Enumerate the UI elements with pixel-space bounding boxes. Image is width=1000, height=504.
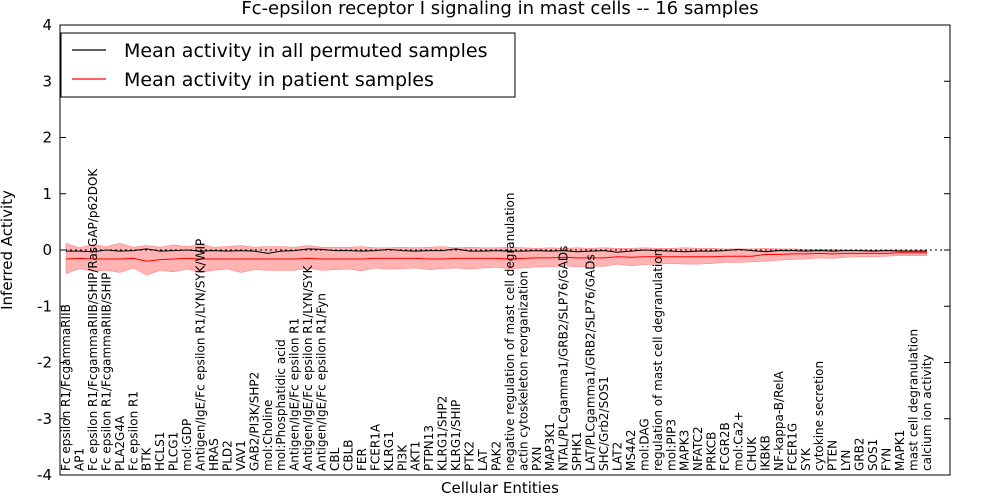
category-label: NFATC2 bbox=[691, 426, 705, 471]
category-label: cytokine secretion bbox=[812, 361, 826, 471]
category-label: IKBKB bbox=[758, 435, 772, 471]
category-label: PAK2 bbox=[489, 441, 503, 471]
category-label: calcium ion activity bbox=[920, 354, 934, 471]
category-label: mast cell degranulation bbox=[906, 329, 920, 471]
category-label: mol:Phosphatidic acid bbox=[274, 339, 288, 471]
category-label: PTPN13 bbox=[422, 425, 436, 471]
y-tick-label: -1 bbox=[37, 297, 52, 315]
category-label: Fc epsilon R1 bbox=[126, 391, 140, 471]
y-tick-label: -4 bbox=[37, 466, 52, 484]
category-label: mol:Choline bbox=[261, 400, 275, 471]
category-label: mol:PIP3 bbox=[664, 419, 678, 471]
chart-title: Fc-epsilon receptor I signaling in mast … bbox=[241, 0, 758, 19]
category-label: KLRG1/SHIP bbox=[449, 400, 463, 471]
category-label: CBL bbox=[328, 447, 342, 471]
category-label: CBLB bbox=[341, 439, 355, 471]
category-labels: Fc epsilon R1/FcgammaRIIB AP1 Fc epsilon R… bbox=[59, 168, 934, 471]
x-axis-label: Cellular Entities bbox=[441, 479, 559, 497]
category-label: MAP3K1 bbox=[543, 422, 557, 471]
category-label: MAPK1 bbox=[893, 430, 907, 471]
y-tick-label: 0 bbox=[42, 241, 52, 259]
series-line-permuted bbox=[66, 248, 927, 254]
category-label: FER bbox=[355, 448, 369, 471]
category-label: VAV1 bbox=[234, 440, 248, 471]
category-label: HCLS1 bbox=[153, 432, 167, 471]
y-tick-label: -2 bbox=[37, 354, 52, 372]
category-label: HRAS bbox=[207, 438, 221, 471]
category-label: AP1 bbox=[73, 448, 87, 471]
category-label: Antigen/IgE/Fc epsilon R1/LYN/SYK/WIP bbox=[194, 239, 208, 471]
category-label: Fc epsilon R1/FcgammaRIIB/SHIP/RasGAP/p6… bbox=[86, 168, 100, 471]
category-label: mol:GDP bbox=[180, 419, 194, 471]
category-label: PLA2G4A bbox=[113, 415, 127, 471]
category-label: GRB2 bbox=[853, 437, 867, 471]
y-axis-ticks: -4 -3 -2 -1 0 1 2 3 4 bbox=[37, 16, 950, 484]
category-label: SYK bbox=[799, 447, 813, 471]
category-label: SOS1 bbox=[866, 439, 880, 471]
category-label: PLCG1 bbox=[167, 432, 181, 471]
category-label: FCER1A bbox=[368, 423, 382, 471]
category-label: actin cytoskeleton reorganization bbox=[516, 271, 530, 471]
category-label: Antigen/IgE/Fc epsilon R1/Fyn bbox=[315, 293, 329, 471]
y-tick-label: 1 bbox=[42, 185, 52, 203]
plot-area: Fc epsilon R1/FcgammaRIIB AP1 Fc epsilon R… bbox=[37, 16, 951, 484]
category-label: negative regulation of mast cell degranu… bbox=[503, 192, 517, 471]
category-label: KLRG1/SHP2 bbox=[436, 396, 450, 471]
category-label: MS4A2 bbox=[624, 430, 638, 471]
category-label: SHC/Grb2/SOS1 bbox=[597, 376, 611, 471]
category-label: LYN bbox=[839, 450, 853, 471]
category-label: LAT/PLCgamma1/GRB2/SLP76/GADs bbox=[584, 254, 598, 471]
category-label: PI3K bbox=[395, 444, 409, 471]
category-label: PRKCB bbox=[705, 432, 719, 471]
category-label: AKT1 bbox=[409, 441, 423, 471]
y-tick-label: 4 bbox=[42, 16, 52, 34]
category-label: LAT bbox=[476, 449, 490, 471]
category-label: KLRG1 bbox=[382, 431, 396, 471]
category-label: Antigen/IgE/Fc epsilon R1 bbox=[288, 318, 302, 471]
category-label: regulation of mast cell degranulation bbox=[651, 249, 665, 471]
category-label: GAB2/PI3K/SHP2 bbox=[247, 372, 261, 471]
category-label: PXN bbox=[530, 447, 544, 471]
category-label: MAPK3 bbox=[678, 430, 692, 471]
category-label: Fc epsilon R1/FcgammaRIIB/SHIP bbox=[99, 273, 113, 471]
y-tick-label: 3 bbox=[42, 72, 52, 90]
y-axis-label: Inferred Activity bbox=[0, 190, 16, 310]
category-label: mol:DAG bbox=[637, 418, 651, 471]
category-label: FYN bbox=[879, 448, 893, 471]
legend-box bbox=[60, 32, 516, 98]
category-label: PLD2 bbox=[220, 440, 234, 471]
category-label: FCER1G bbox=[785, 423, 799, 471]
category-label: Fc epsilon R1/FcgammaRIIB bbox=[59, 304, 73, 471]
category-label: Antigen/IgE/Fc epsilon R1/LYN/SYK bbox=[301, 264, 315, 471]
category-label: SPHK1 bbox=[570, 432, 584, 471]
category-label: PTEN bbox=[826, 440, 840, 471]
y-tick-label: -3 bbox=[37, 410, 52, 428]
legend-label-patient: Mean activity in patient samples bbox=[124, 69, 434, 91]
category-label: BTK bbox=[140, 446, 154, 471]
legend-label-permuted: Mean activity in all permuted samples bbox=[124, 40, 487, 62]
line-layer bbox=[65, 248, 927, 262]
category-label: mol:Ca2+ bbox=[732, 411, 746, 471]
category-label: PTK2 bbox=[463, 441, 477, 471]
category-label: FCGR2B bbox=[718, 422, 732, 471]
series-line-patient bbox=[65, 252, 927, 262]
category-label: CHUK bbox=[745, 436, 759, 471]
category-label: NF-kappa-B/RelA bbox=[772, 370, 786, 471]
category-label: NTAL/PLCgamma1/GRB2/SLP76/GADs bbox=[557, 246, 571, 471]
y-tick-label: 2 bbox=[42, 129, 52, 147]
category-label: LAT2 bbox=[610, 442, 624, 471]
legend: Mean activity in all permuted samples Me… bbox=[60, 32, 516, 98]
